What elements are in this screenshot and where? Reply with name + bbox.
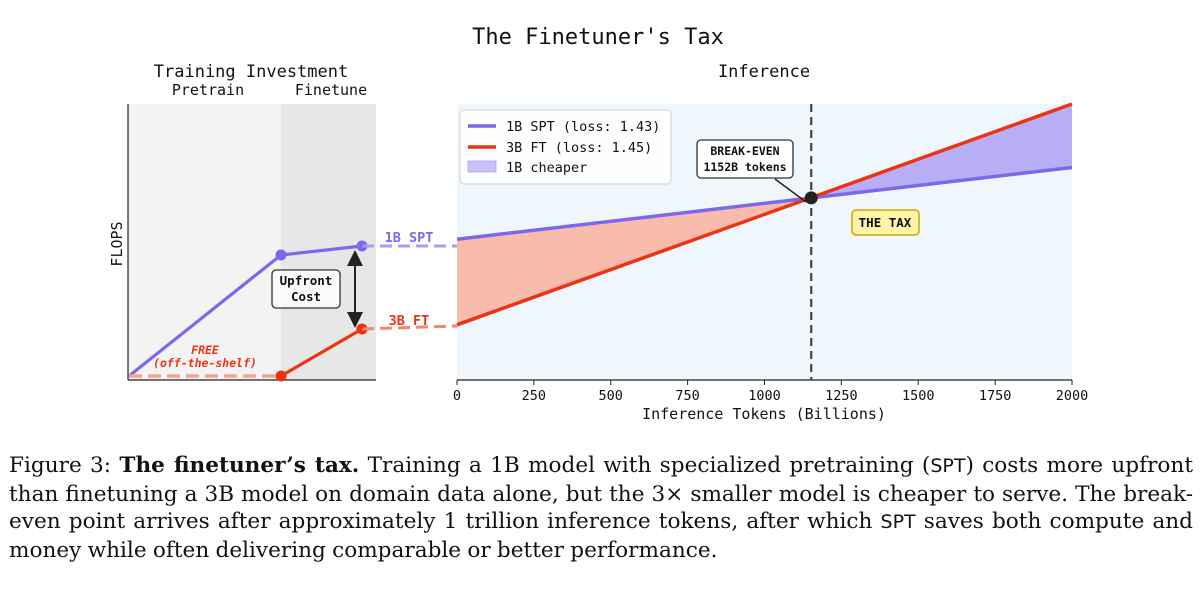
ft-training-line	[280, 327, 363, 378]
ft-connector	[361, 324, 458, 331]
y-axis-label: FLOPS	[108, 221, 126, 266]
pretrain-label: Pretrain	[172, 81, 244, 99]
legend-swatch-cheaper	[467, 160, 497, 173]
x-tick-label: 500	[599, 388, 623, 404]
figure-title: The Finetuner's Tax	[472, 25, 724, 50]
upfront-cost-label-line2: Cost	[291, 289, 321, 304]
caption-text-1: Training a 1B model with specialized pre…	[359, 453, 931, 478]
ft-inference-line	[456, 102, 1073, 327]
finetune-label: Finetune	[295, 81, 367, 99]
x-tick-label: 0	[453, 388, 461, 404]
spt-inference-line	[456, 165, 1073, 241]
figure-caption: Figure 3: The finetuner’s tax. Training …	[9, 452, 1193, 564]
upfront-cost-box	[271, 269, 341, 309]
break-even-pointer	[774, 178, 807, 203]
pretrain-region	[128, 104, 281, 380]
x-tick-label: 250	[522, 388, 546, 404]
off-the-shelf-label: (off-the-shelf)	[153, 356, 257, 370]
spt-pretrain-point	[275, 249, 287, 261]
x-tick-label: 1000	[748, 388, 781, 404]
left-panel-title: Training Investment	[154, 62, 348, 82]
caption-abbr-spt-2: SPT	[880, 511, 916, 533]
caption-text-2: ) costs more upfront than finetuning a 3…	[9, 453, 1193, 534]
legend-label-spt: 1B SPT (loss: 1.43)	[506, 119, 660, 135]
the-tax-label: THE TAX	[859, 215, 912, 230]
ft-connector-label: 3B FT	[389, 313, 430, 329]
x-tick-label: 2000	[1056, 388, 1089, 404]
free-label: FREE	[191, 343, 220, 357]
inference-chart: 0 250 500 750 1000 1250 1500 1750 2000	[453, 102, 1089, 404]
right-panel-title: Inference	[718, 62, 810, 82]
upfront-cost-label: Upfront	[280, 273, 333, 288]
break-even-label: BREAK-EVEN	[710, 144, 779, 158]
ft-start-point	[275, 370, 287, 382]
x-axis-label: Inference Tokens (Billions)	[642, 405, 886, 423]
the-tax-box	[851, 209, 920, 236]
break-even-box	[696, 139, 794, 179]
caption-bold-title: The finetuner’s tax.	[119, 453, 360, 478]
x-tick-label: 1250	[825, 388, 858, 404]
legend-label-cheaper: 1B cheaper	[506, 160, 587, 176]
x-tick-label: 1500	[902, 388, 935, 404]
legend-label-ft: 3B FT (loss: 1.45)	[506, 140, 652, 156]
break-even-point	[804, 191, 818, 205]
x-tick-label: 750	[675, 388, 699, 404]
caption-abbr-spt-1: SPT	[930, 455, 966, 477]
legend-box	[459, 109, 672, 185]
legend: 1B SPT (loss: 1.43) 3B FT (loss: 1.45) 1…	[459, 109, 672, 185]
caption-text-3: saves both compute and money while often…	[9, 509, 1193, 563]
break-even-tokens: 1152B tokens	[703, 160, 786, 174]
caption-prefix: Figure 3:	[9, 453, 120, 478]
finetuners-tax-figure: The Finetuner's Tax Training Investment …	[108, 25, 1089, 423]
x-tick-label: 1750	[979, 388, 1012, 404]
spt-connector-label: 1B SPT	[385, 230, 434, 246]
